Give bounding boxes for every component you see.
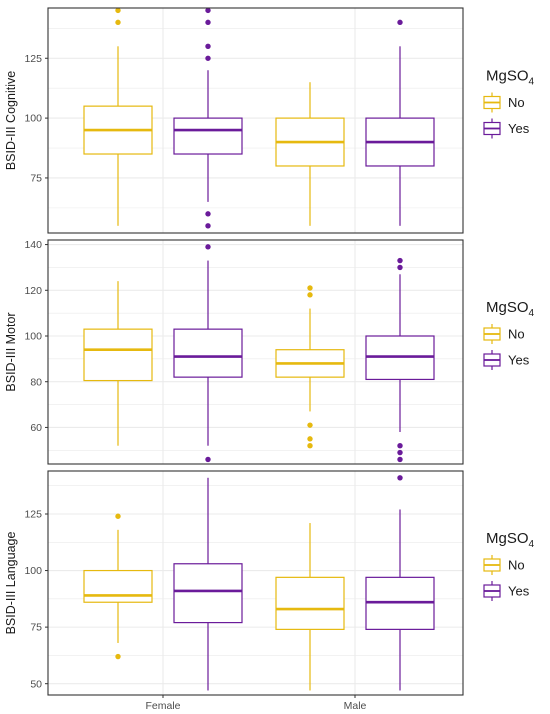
panel-border [47,470,464,696]
box-yes-male [365,19,435,226]
outlier-point [397,264,403,271]
outlier-point [205,55,211,61]
box-iqr [275,576,345,630]
legend: MgSO4 No Yes [483,299,535,370]
legend-label: Yes [508,121,530,136]
outlier-point [397,456,403,463]
legend-key-no: No [483,555,525,575]
y-tick-label: 125 [24,53,42,65]
legend-key-yes: Yes [483,350,530,370]
outlier-point [205,19,211,26]
outlier-point [205,223,211,229]
outlier-point [205,7,211,14]
outlier-point [115,19,121,26]
outlier-point [307,443,313,449]
outlier-point [115,653,121,660]
box-no-male [275,82,345,226]
y-tick-label: 125 [24,509,42,521]
box-iqr [83,328,153,382]
box-no-male [275,285,345,449]
box-yes-female [173,477,243,691]
box-yes-male [365,257,435,463]
outlier-point [205,43,211,49]
legend-label: No [508,95,525,110]
y-tick-label: 75 [30,622,42,634]
y-tick-label: 100 [24,565,42,577]
panel-border [47,7,464,234]
legend-title: MgSO4 [486,68,535,88]
box-no-male [275,523,345,691]
outlier-point [397,257,403,264]
y-tick-label: 80 [30,376,42,388]
legend-key-no: No [483,324,525,344]
y-tick-label: 100 [24,331,42,343]
x-tick-label: Female [145,700,180,712]
legend-key-yes: Yes [483,118,530,139]
y-tick-label: 50 [30,678,42,690]
y-tick-label: 140 [24,239,42,251]
box-yes-female [173,244,243,463]
box-yes-female [173,7,243,229]
outlier-point [205,456,211,463]
y-axis-title: BSID-III Motor [4,312,18,391]
box-no-female [83,281,153,446]
box-iqr [173,117,243,155]
outlier-point [307,285,313,291]
outlier-point [397,19,403,26]
legend-label: Yes [508,353,530,368]
legend-key-yes: Yes [483,581,530,601]
x-tick-label: Male [344,700,367,712]
outlier-point [115,7,121,14]
outlier-point [307,292,313,298]
y-axis-title: BSID-III Cognitive [4,71,18,170]
outlier-point [307,422,313,428]
outlier-point [397,449,403,456]
outlier-point [205,211,211,217]
outlier-point [397,475,403,481]
box-no-female [83,513,153,660]
legend: MgSO4 No Yes [483,530,535,601]
legend-label: Yes [508,584,530,599]
box-iqr [173,328,243,378]
panel-border [47,239,464,465]
y-tick-label: 100 [24,113,42,125]
box-no-female [83,7,153,226]
outlier-point [307,436,313,442]
y-tick-label: 120 [24,285,42,297]
legend: MgSO4 No Yes [483,68,535,139]
panel-1: 75 100 125 BSID-III Cognitive MgSO4 No Yes [4,7,535,234]
y-axis-title: BSID-III Language [4,532,18,635]
legend-label: No [508,327,525,342]
legend-title: MgSO4 [486,299,535,319]
y-tick-label: 75 [30,173,42,185]
outlier-point [205,244,211,250]
outlier-point [115,513,121,519]
legend-title: MgSO4 [486,530,535,550]
box-iqr [173,563,243,624]
legend-label: No [508,558,525,573]
panel-2: 60 80 100 120 140 BSID-III Motor MgSO4 No Yes [4,239,535,465]
legend-key-no: No [483,92,525,113]
box-yes-male [365,475,435,691]
box-iqr [83,569,153,603]
panel-3: 50 75 100 125 BSID-III Language MgSO4 No Yes Fem… [4,470,535,712]
outlier-point [397,443,403,449]
y-tick-label: 60 [30,422,42,434]
